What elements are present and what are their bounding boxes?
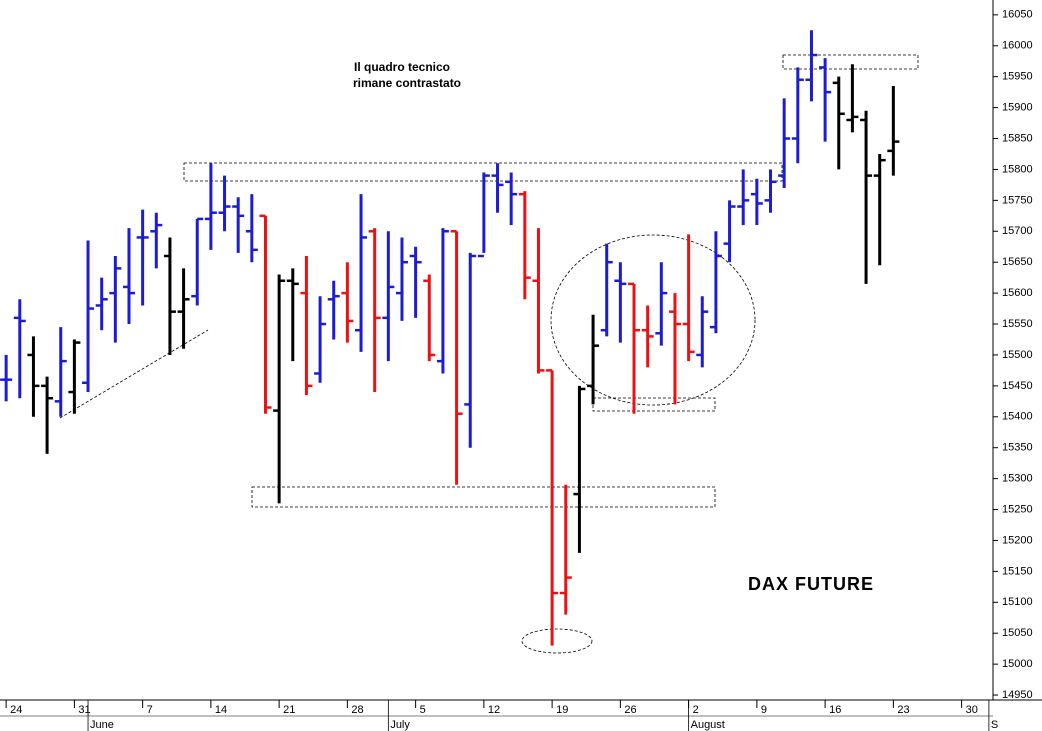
y-tick-label: 15900 <box>1002 102 1033 114</box>
y-tick-label: 15450 <box>1002 380 1033 392</box>
y-tick-label: 15250 <box>1002 503 1033 515</box>
x-tick-label: 19 <box>556 704 568 716</box>
x-tick-label: 31 <box>78 704 90 716</box>
y-tick-label: 15200 <box>1002 534 1033 546</box>
y-tick-label: 14950 <box>1002 689 1033 701</box>
y-tick-label: 15600 <box>1002 287 1033 299</box>
x-tick-label: 5 <box>420 704 426 716</box>
y-tick-label: 15750 <box>1002 194 1033 206</box>
low-ellipse <box>521 628 593 654</box>
y-tick-label: 15300 <box>1002 473 1033 485</box>
x-tick-label: 28 <box>351 704 363 716</box>
y-tick-label: 15150 <box>1002 565 1033 577</box>
y-tick-label: 15050 <box>1002 627 1033 639</box>
month-label: July <box>390 719 410 731</box>
y-tick-label: 15100 <box>1002 596 1033 608</box>
y-tick-label: 15500 <box>1002 349 1033 361</box>
x-tick-label: 24 <box>10 704 22 716</box>
x-tick-label: 14 <box>215 704 227 716</box>
x-tick-label: 2 <box>693 704 699 716</box>
x-tick-label: 26 <box>624 704 636 716</box>
y-tick-label: 15800 <box>1002 163 1033 175</box>
month-label: August <box>691 719 725 731</box>
y-tick-label: 15550 <box>1002 318 1033 330</box>
support-box <box>251 486 716 508</box>
y-tick-label: 15850 <box>1002 132 1033 144</box>
consolidation-ellipse <box>550 234 756 406</box>
support-box-small <box>592 397 716 412</box>
y-tick-label: 15350 <box>1002 442 1033 454</box>
x-tick-label: 16 <box>829 704 841 716</box>
chart-label: DAX FUTURE <box>748 574 874 594</box>
y-tick-label: 16050 <box>1002 9 1033 21</box>
top-box <box>782 54 919 70</box>
y-tick-label: 15400 <box>1002 411 1033 423</box>
y-tick-label: 16000 <box>1002 40 1033 52</box>
annotation: Il quadro tecnico <box>354 60 450 74</box>
x-tick-label: 7 <box>147 704 153 716</box>
x-tick-label: 9 <box>761 704 767 716</box>
y-tick-label: 15700 <box>1002 225 1033 237</box>
trendline <box>59 329 209 419</box>
y-tick-label: 15950 <box>1002 71 1033 83</box>
annotation: rimane contrastato <box>353 76 461 90</box>
month-label: June <box>90 719 114 731</box>
x-tick-label: 21 <box>283 704 295 716</box>
y-tick-label: 15000 <box>1002 658 1033 670</box>
x-tick-label: 30 <box>966 704 978 716</box>
month-label: S <box>991 719 998 731</box>
x-tick-label: 12 <box>488 704 500 716</box>
y-tick-label: 15650 <box>1002 256 1033 268</box>
x-tick-label: 23 <box>897 704 909 716</box>
